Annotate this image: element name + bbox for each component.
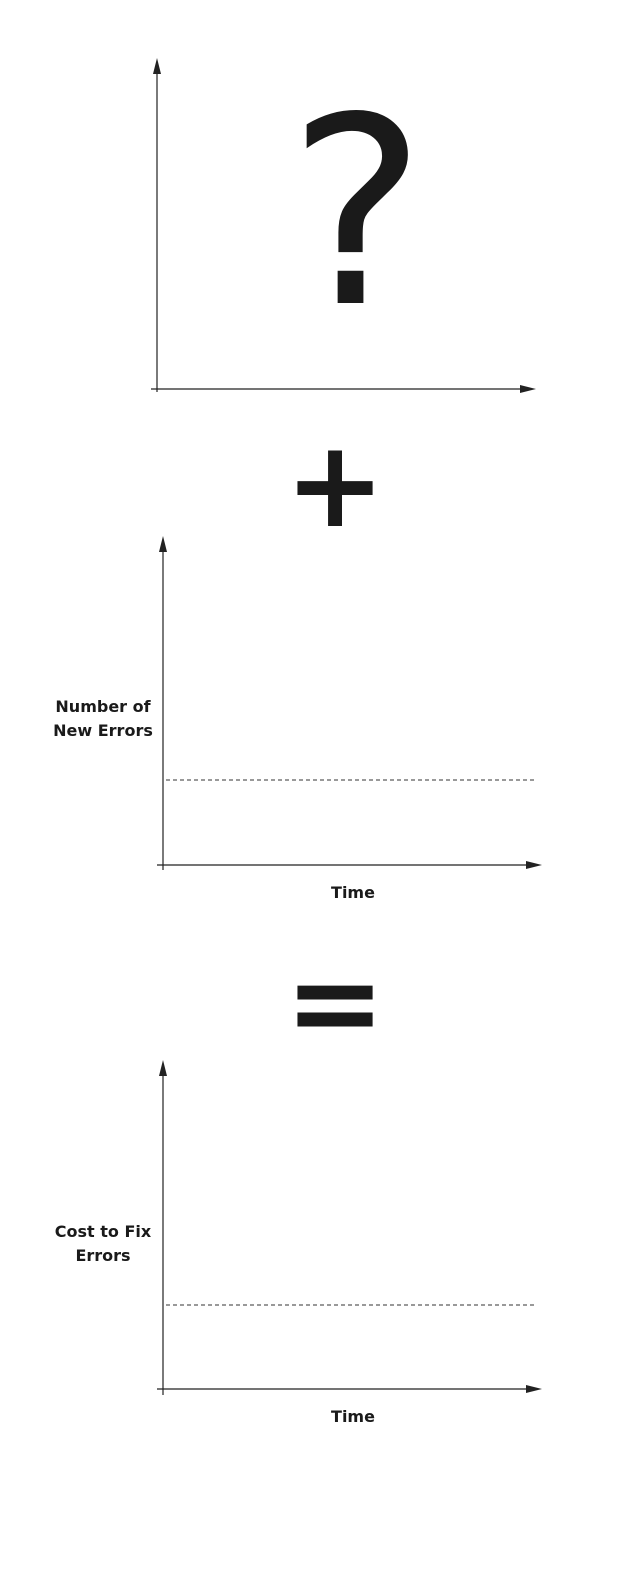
errors-xlabel: Time <box>331 883 375 902</box>
cost-ylabel-line-1: Cost to Fix <box>55 1222 152 1241</box>
plus-operator: + <box>285 416 386 555</box>
unknown-y-arrow-icon <box>153 58 161 74</box>
errors-y-arrow-icon <box>159 536 167 552</box>
cost-ylabel-line-2: Errors <box>75 1246 130 1265</box>
cost-x-arrow-icon <box>526 1385 542 1393</box>
unknown-panel: ? <box>151 58 536 393</box>
errors-panel: Number of New Errors Time <box>53 536 542 902</box>
equals-operator: = <box>285 934 386 1073</box>
errors-x-arrow-icon <box>526 861 542 869</box>
cost-y-arrow-icon <box>159 1060 167 1076</box>
errors-ylabel-line-2: New Errors <box>53 721 153 740</box>
unknown-x-arrow-icon <box>520 385 536 393</box>
question-mark-icon: ? <box>288 63 426 365</box>
cost-panel: Cost to Fix Errors Time <box>55 1060 542 1426</box>
cost-xlabel: Time <box>331 1407 375 1426</box>
errors-ylabel-line-1: Number of <box>55 697 151 716</box>
